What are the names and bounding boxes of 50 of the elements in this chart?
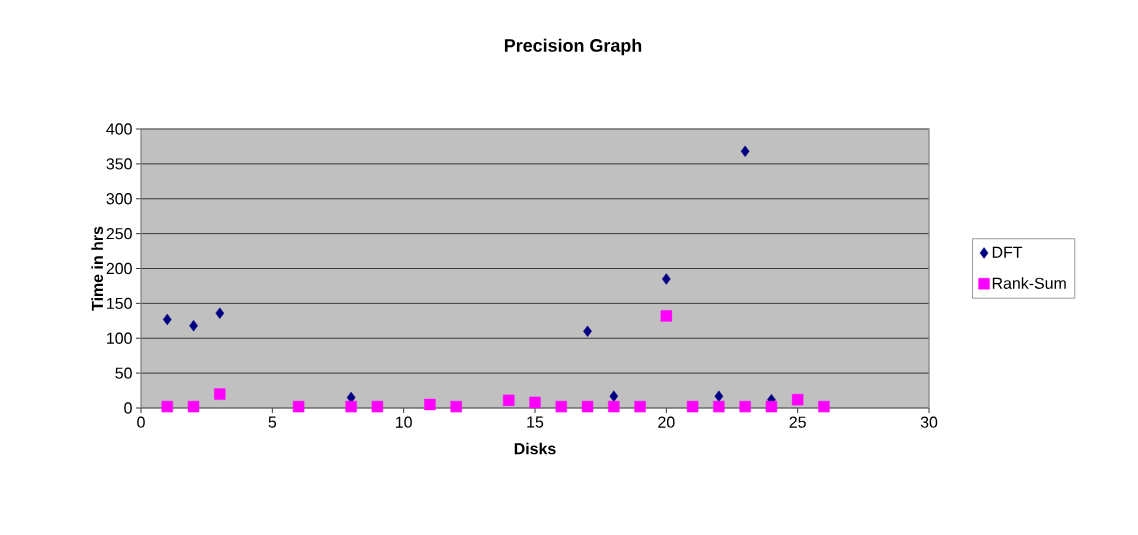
point	[503, 394, 515, 407]
point	[634, 400, 646, 413]
y-tick-label: 200	[106, 262, 132, 275]
x-axis-title: Disks	[514, 442, 556, 455]
point	[424, 398, 436, 411]
chart-title: Precision Graph	[504, 38, 642, 56]
point	[371, 400, 384, 413]
point	[686, 400, 699, 413]
point	[189, 320, 198, 332]
y-tick-label: 50	[115, 367, 132, 379]
legend-label: Rank-Sum	[992, 277, 1066, 289]
point	[187, 400, 200, 413]
x-tick-label: 5	[268, 416, 277, 428]
x-tick-label: 0	[137, 416, 145, 428]
y-tick-label: 150	[107, 297, 132, 310]
y-axis-title: Time in hrs	[91, 226, 104, 311]
point	[660, 310, 673, 322]
point	[214, 388, 226, 400]
y-tick-label: 0	[124, 402, 132, 414]
x-tick-label: 10	[396, 416, 412, 428]
y-tick-label: 300	[106, 193, 132, 205]
point	[555, 400, 567, 413]
point	[161, 400, 173, 413]
x-tick-label: 30	[920, 416, 938, 428]
point	[739, 400, 751, 413]
y-tick-label: 350	[106, 158, 132, 170]
x-tick-label: 25	[789, 416, 806, 428]
point	[662, 273, 671, 285]
point	[162, 313, 172, 326]
point	[215, 307, 225, 319]
point	[450, 400, 462, 413]
point	[583, 325, 592, 337]
x-tick-label: 15	[527, 416, 544, 428]
point	[529, 396, 541, 409]
point	[714, 390, 724, 402]
point	[292, 400, 305, 413]
point	[713, 400, 725, 413]
point	[609, 390, 619, 402]
point	[345, 400, 357, 413]
y-tick-label: 250	[106, 227, 132, 240]
x-tick-label: 20	[658, 416, 675, 428]
point	[581, 400, 594, 413]
point	[791, 393, 804, 406]
point	[765, 400, 778, 413]
y-tick-label: 100	[107, 332, 132, 344]
point	[740, 145, 750, 158]
point	[608, 400, 620, 413]
legend-label: DFT	[992, 246, 1023, 258]
point	[818, 400, 830, 413]
y-tick-label: 400	[106, 123, 132, 135]
